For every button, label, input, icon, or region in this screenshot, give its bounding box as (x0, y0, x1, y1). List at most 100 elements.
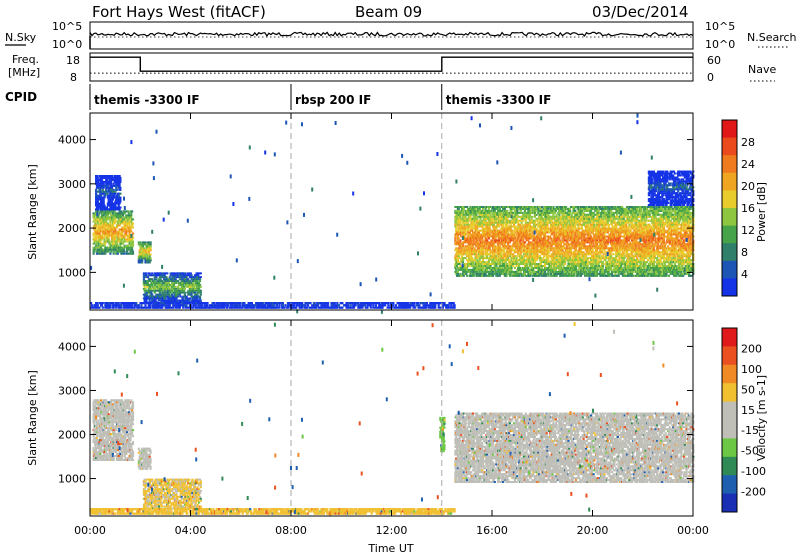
heatmap-cell (480, 272, 483, 275)
heatmap-cell (165, 299, 168, 302)
heatmap-cell (144, 291, 147, 294)
heatmap-cell (127, 218, 130, 221)
heatmap-cell (183, 287, 186, 290)
heatmap-cell (470, 241, 473, 244)
heatmap-cell (471, 263, 475, 265)
heatmap-cell (100, 216, 104, 219)
heatmap-cell (502, 251, 506, 254)
heatmap-cell (119, 232, 122, 235)
heatmap-cell (169, 289, 172, 292)
heatmap-cell (112, 234, 115, 237)
heatmap-cell (178, 287, 181, 290)
heatmap-cell (504, 253, 507, 256)
nsky-line (89, 31, 694, 37)
heatmap-cell (487, 249, 490, 252)
heatmap-cell (546, 223, 549, 226)
heatmap-cell (464, 225, 467, 228)
heatmap-cell (494, 237, 497, 240)
heatmap-cell (517, 221, 520, 224)
freq-tick-high: 18 (66, 54, 80, 67)
heatmap-cell (482, 215, 485, 218)
heatmap-cell (110, 210, 114, 213)
heatmap-cell (536, 253, 539, 256)
heatmap-cell (501, 209, 504, 212)
heatmap-cell (521, 211, 524, 214)
heatmap-cell (146, 284, 149, 286)
heatmap-cell (185, 285, 188, 288)
heatmap-cell (569, 251, 573, 254)
heatmap-cell (476, 219, 479, 222)
heatmap-cell (157, 278, 160, 281)
heatmap-cell (532, 268, 535, 271)
heatmap-cell (101, 222, 104, 225)
heatmap-cell (121, 230, 124, 233)
heatmap-cell (144, 295, 147, 298)
heatmap-cell (177, 280, 180, 282)
heatmap-cell (506, 217, 509, 220)
heatmap-cell (533, 235, 536, 238)
heatmap-cell (92, 246, 95, 249)
heatmap-cell (187, 284, 190, 286)
heatmap-cell (476, 257, 479, 260)
heatmap-cell (476, 265, 479, 267)
heatmap-cell (139, 261, 142, 264)
heatmap-cell (467, 223, 470, 226)
heatmap-cell (99, 198, 102, 201)
heatmap-cell (461, 245, 465, 248)
heatmap-cell (127, 212, 130, 215)
heatmap-cell (523, 209, 526, 212)
heatmap-cell (107, 238, 110, 241)
heatmap-cell (467, 227, 470, 230)
heatmap-cell (555, 215, 558, 218)
heatmap-cell (110, 180, 113, 183)
heatmap-cell (509, 274, 512, 277)
heatmap-cell (547, 245, 550, 248)
heatmap-cell (533, 261, 537, 264)
heatmap-cell (123, 250, 126, 253)
heatmap-cell (496, 272, 499, 275)
heatmap-cell (107, 210, 110, 213)
heatmap-cell (512, 233, 516, 236)
heatmap-cell (198, 280, 202, 282)
heatmap-cell (124, 234, 127, 237)
heatmap-cell (199, 289, 202, 292)
heatmap-cell (138, 253, 141, 256)
heatmap-cell (568, 213, 571, 216)
heatmap-cell (171, 293, 174, 296)
heatmap-cell (571, 235, 574, 238)
heatmap-cell (102, 198, 105, 201)
heatmap-cell (154, 287, 157, 290)
heatmap-cell (196, 291, 199, 294)
heatmap-cell (105, 206, 109, 209)
heatmap-cell (478, 237, 481, 240)
heatmap-cell (107, 224, 110, 227)
heatmap-cell (512, 257, 516, 260)
heatmap-cell (182, 278, 185, 281)
heatmap-cell (518, 223, 521, 226)
heatmap-cell (131, 240, 135, 243)
heatmap-cell (472, 274, 475, 277)
heatmap-cell (97, 208, 100, 211)
heatmap-cell (162, 274, 165, 277)
heatmap-cell (193, 291, 197, 294)
heatmap-cell (469, 206, 472, 208)
heatmap-cell (559, 235, 562, 238)
heatmap-cell (473, 259, 476, 262)
heatmap-cell (502, 249, 506, 252)
heatmap-cell (518, 274, 521, 277)
heatmap-cell (561, 249, 564, 252)
heatmap-cell (457, 233, 460, 236)
nsky-tick-high: 10^5 (52, 20, 82, 33)
heatmap-cell (100, 212, 104, 215)
heatmap-cell (455, 247, 458, 250)
heatmap-cell (517, 243, 520, 246)
heatmap-cell (538, 241, 542, 244)
heatmap-cell (116, 212, 119, 215)
heatmap-cell (199, 276, 202, 279)
nave-tick-low: 0 (707, 71, 714, 84)
heatmap-cell (141, 259, 144, 262)
heatmap-cell (152, 282, 155, 284)
heatmap-cell (185, 276, 188, 279)
heatmap-cell (512, 265, 515, 267)
heatmap-cell (466, 206, 469, 208)
